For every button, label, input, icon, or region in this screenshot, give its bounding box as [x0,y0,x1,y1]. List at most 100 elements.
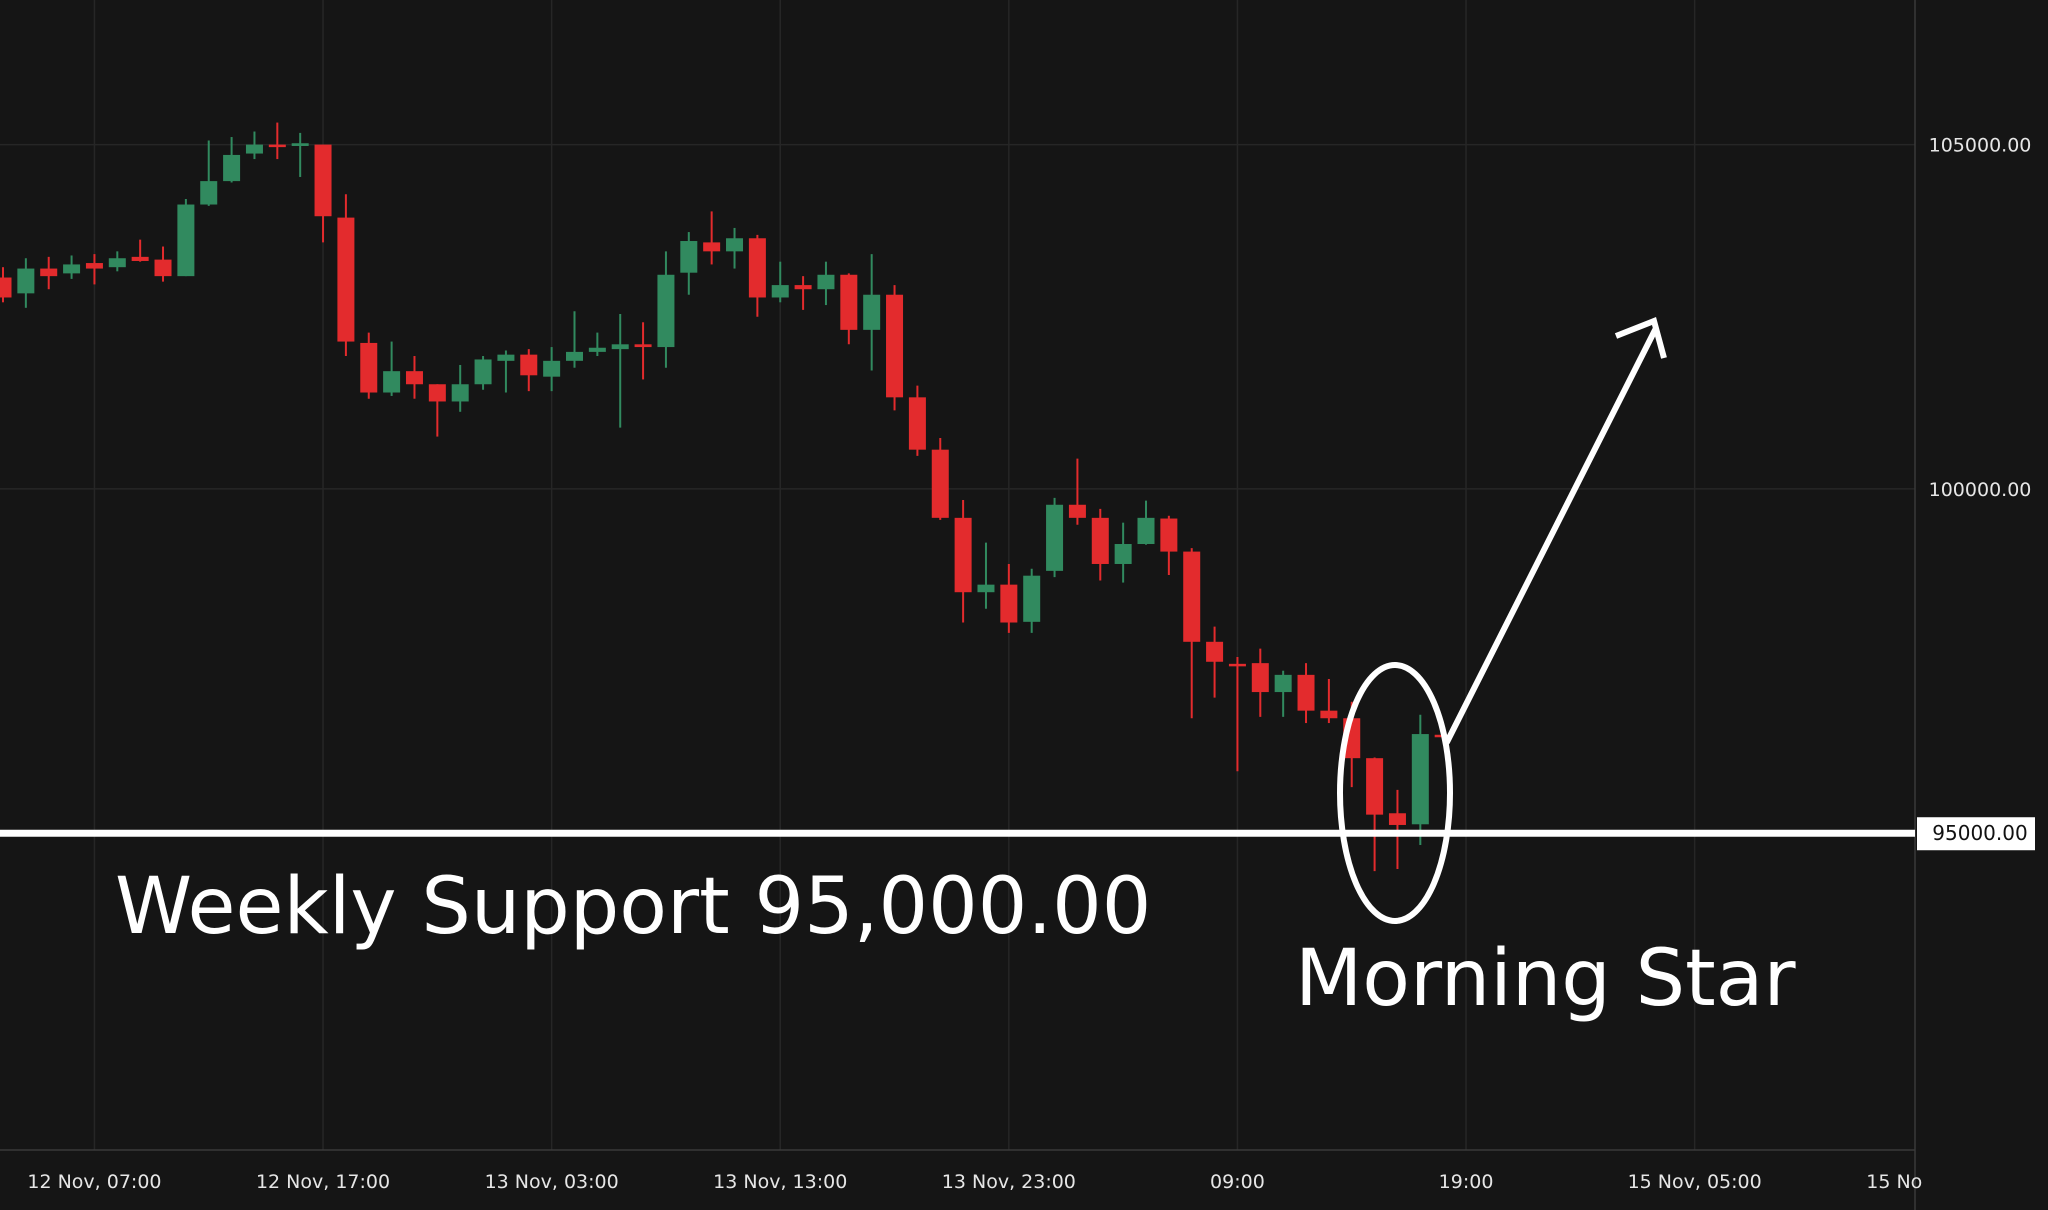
candle-body [314,144,332,217]
candle-body [1411,734,1429,825]
candle-bearish [1320,678,1338,724]
candle-body [108,258,126,268]
candle-bearish [428,384,446,437]
candle-body [63,264,81,274]
candle-body [703,242,721,252]
candle-body [428,384,446,402]
candle-bearish [1388,789,1406,870]
candle-body [863,294,881,330]
candle-bearish [1183,548,1201,719]
candle-bearish [1297,663,1315,724]
time-axis[interactable]: 12 Nov, 07:00 12 Nov, 17:00 13 Nov, 03:00 1… [27,1171,1922,1193]
candle-body [1274,674,1292,693]
candle-body [268,144,286,148]
candle-bullish [291,132,309,177]
candle-bearish [131,239,149,262]
candle-body [543,360,561,377]
candle-bullish [497,350,515,393]
candle-bullish [726,227,744,269]
candle-bullish [17,258,35,308]
candle-bullish [566,311,583,368]
candle-body [977,584,995,593]
candle-bullish [817,261,835,306]
candle-bearish [405,356,423,399]
candle-bearish [268,122,286,160]
candle-body [771,285,789,298]
candle-body [17,268,35,294]
candle-bearish [748,234,766,317]
candle-body [1297,674,1315,711]
candle-body [588,347,606,352]
morning-star-ellipse[interactable] [1337,662,1453,924]
trend-arrow-head-icon [1614,316,1667,359]
time-tick-label: 13 Nov, 03:00 [485,1171,619,1193]
candle-bullish [771,261,789,303]
candle-body [0,277,12,298]
candle-body [383,371,401,393]
candle-bullish [1023,568,1041,633]
time-tick-label: 13 Nov, 23:00 [942,1171,1076,1193]
candle-bullish [177,199,195,277]
candle-body [1091,517,1109,564]
candle-body [40,268,58,277]
support-price-label-box [1917,817,2035,851]
time-tick-label: 12 Nov, 17:00 [256,1171,390,1193]
candle-body [1251,663,1269,693]
candle-bullish [200,140,218,206]
candle-bearish [40,256,58,290]
candle-bearish [1091,508,1109,581]
candle-body [634,344,652,348]
candle-bearish [337,194,355,357]
candle-body [1183,551,1201,642]
time-tick-label: 15 Nov, 05:00 [1628,1171,1762,1193]
trend-arrow-shaft[interactable] [1444,327,1658,745]
candle-body [520,354,538,376]
candle-body [657,274,675,348]
candle-bearish [886,285,904,411]
candle-bullish [245,131,263,160]
candle-bearish [1206,626,1224,698]
candle-body [497,354,515,361]
candle-body [1366,758,1384,815]
candle-body [1160,518,1178,552]
time-tick-label: 13 Nov, 13:00 [713,1171,847,1193]
candle-body [1206,641,1224,662]
candle-bullish [63,255,81,279]
candle-body [131,256,149,261]
time-tick-label: 12 Nov, 07:00 [27,1171,161,1193]
candle-bearish [360,332,378,399]
candle-body [611,344,629,350]
candle-bearish [85,254,103,285]
candle-body [1000,584,1018,623]
candle-bullish [451,364,469,412]
candle-body [680,241,698,273]
candle-bullish [543,347,561,392]
candle-body [886,294,904,398]
candle-body [360,342,378,393]
candle-bullish [863,254,881,371]
candle-body [1023,575,1041,622]
candle-bullish [108,251,126,272]
candle-body [405,371,423,385]
time-tick-label: 15 No [1866,1171,1922,1193]
candle-body [1114,544,1132,564]
candle-body [1388,813,1406,825]
candle-bearish [1228,656,1246,772]
candle-bearish [314,144,332,243]
candle-body [794,285,812,290]
candle-body [245,144,263,154]
candle-body [223,154,241,182]
candle-body [451,384,469,402]
candle-body [177,204,195,277]
candle-bullish [588,332,606,357]
candle-bullish [1411,714,1429,845]
candle-bearish [908,385,926,456]
candle-body [85,263,103,269]
candle-body [1068,504,1086,518]
candle-bearish [840,273,858,345]
price-axis[interactable]: 105000.00 100000.00 [1929,135,2032,501]
candle-body [566,351,583,361]
candle-body [337,217,355,342]
candle-body [291,143,309,146]
